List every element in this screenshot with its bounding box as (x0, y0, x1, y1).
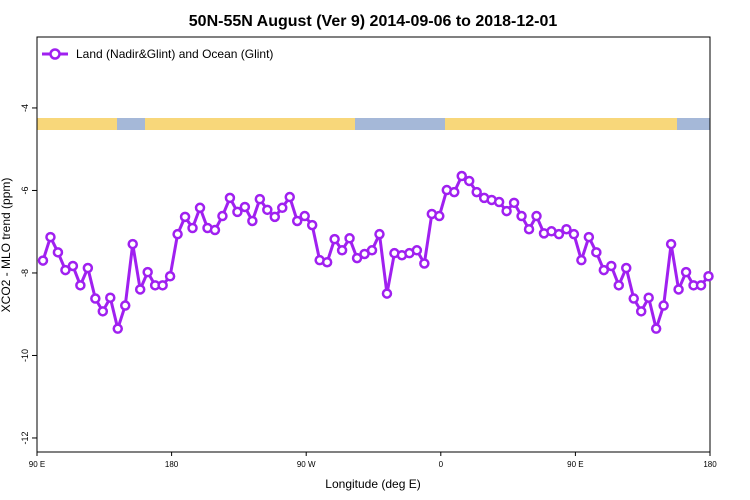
y-axis-label: XCO2 - MLO trend (ppm) (0, 178, 13, 313)
data-point (434, 210, 445, 222)
data-point (680, 266, 692, 278)
data-point (306, 219, 318, 231)
data-point (60, 264, 71, 276)
x-tick-label: 90 W (297, 460, 316, 469)
data-point (613, 280, 625, 291)
data-point (112, 323, 124, 334)
data-point (366, 245, 378, 256)
x-tick-label: 180 (165, 460, 179, 469)
data-point (658, 300, 669, 311)
data-point (493, 196, 505, 208)
data-point (374, 228, 385, 240)
data-point (381, 288, 393, 299)
data-point (239, 201, 251, 213)
plot-frame (36, 36, 711, 453)
data-point (187, 222, 198, 234)
data-point (449, 186, 460, 198)
data-point (665, 238, 677, 250)
data-point (217, 210, 228, 222)
data-point (561, 223, 572, 235)
data-point (194, 202, 206, 214)
data-point (262, 204, 273, 216)
legend-label: Land (Nadir&Glint) and Ocean (Glint) (76, 47, 273, 61)
data-point (336, 245, 348, 256)
data-point (119, 300, 131, 311)
data-point (598, 264, 610, 276)
legend: Land (Nadir&Glint) and Ocean (Glint) (42, 47, 273, 61)
data-point (351, 252, 363, 264)
data-point (321, 256, 333, 268)
data-point (419, 258, 430, 269)
data-point (516, 210, 527, 222)
data-point (568, 228, 580, 240)
data-point (523, 223, 535, 235)
data-point (553, 228, 565, 240)
data-point (501, 205, 512, 217)
land-mask-band (37, 118, 710, 130)
data-point (209, 224, 221, 236)
data-point (164, 271, 176, 282)
data-point (299, 210, 310, 222)
data-point (142, 266, 153, 278)
data-point (172, 228, 183, 240)
data-point (284, 191, 295, 203)
data-point (606, 260, 617, 272)
y-tick-label: -4 (20, 104, 30, 112)
data-point (591, 247, 602, 258)
data-point (277, 202, 288, 214)
data-point (635, 306, 647, 317)
data-point (695, 280, 707, 291)
data-point (531, 210, 542, 222)
data-point (673, 284, 684, 295)
chart-title: 50N-55N August (Ver 9) 2014-09-06 to 201… (189, 13, 558, 30)
data-point (90, 293, 101, 304)
y-tick-label: -6 (20, 186, 30, 194)
data-point (67, 260, 79, 272)
data-point (583, 231, 595, 243)
data-point (576, 254, 587, 266)
data-point (105, 292, 116, 303)
data-point (344, 233, 355, 244)
data-point (224, 192, 236, 204)
data-point (703, 271, 714, 282)
data-point (37, 255, 49, 266)
data-point (157, 280, 168, 291)
x-tick-label: 0 (439, 460, 444, 469)
data-point (127, 238, 138, 250)
data-point (291, 215, 303, 227)
data-point (650, 323, 662, 334)
legend-marker (49, 48, 61, 60)
data-point (82, 262, 94, 274)
data-point (97, 306, 109, 317)
data-point (463, 175, 475, 187)
x-tick-label: 180 (703, 460, 717, 469)
data-point (329, 233, 340, 245)
data-point (643, 292, 654, 303)
data-point (508, 197, 520, 209)
data-point (269, 211, 281, 223)
data-point (75, 280, 86, 291)
data-point (471, 186, 482, 198)
data-point (247, 215, 258, 227)
data-point (134, 284, 146, 295)
data-point (179, 211, 191, 223)
data-point (254, 193, 266, 205)
data-point (45, 231, 56, 243)
x-tick-label: 90 E (29, 460, 45, 469)
y-tick-label: -10 (20, 349, 30, 362)
data-point (456, 170, 467, 182)
data-point (628, 293, 639, 304)
data-point (620, 262, 632, 274)
y-tick-label: -12 (20, 431, 30, 444)
x-tick-label: 90 E (567, 460, 583, 469)
x-axis-label: Longitude (deg E) (325, 477, 420, 491)
data-point (232, 206, 243, 218)
y-tick-label: -8 (20, 269, 30, 277)
data-point (411, 245, 423, 256)
data-point (52, 247, 64, 258)
